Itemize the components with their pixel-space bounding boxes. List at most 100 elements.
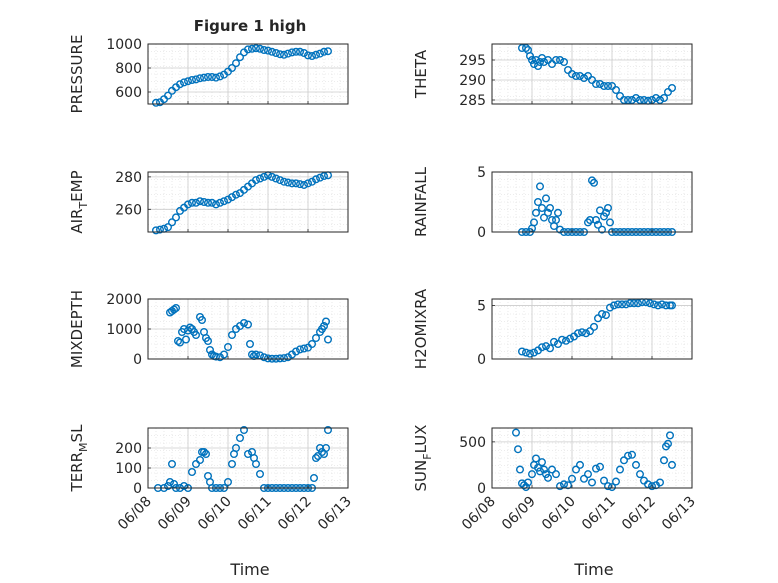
data-point xyxy=(548,465,557,474)
data-point xyxy=(668,301,677,310)
data-point xyxy=(596,79,605,88)
data-point xyxy=(540,58,549,67)
data-point xyxy=(308,52,317,61)
axes-box xyxy=(491,43,693,105)
data-point xyxy=(546,344,555,353)
data-point xyxy=(514,445,523,454)
data-point xyxy=(594,314,603,323)
data-point xyxy=(626,299,635,308)
data-point xyxy=(312,334,321,343)
y-tick-label: 5 xyxy=(477,298,486,314)
data-point xyxy=(215,198,224,207)
data-point xyxy=(308,340,317,349)
data-point xyxy=(191,460,200,469)
data-point xyxy=(522,348,531,357)
data-point xyxy=(556,225,565,234)
x-tick-label: 06/11 xyxy=(235,494,275,534)
data-point xyxy=(652,93,661,102)
data-point xyxy=(594,220,603,229)
y-axis-label: PRESSURE xyxy=(68,35,86,114)
data-point xyxy=(316,49,325,58)
data-point xyxy=(155,225,164,234)
data-point xyxy=(634,299,643,308)
data-point xyxy=(572,465,581,474)
panel-air-temp: 260 280 AIRTEMP xyxy=(68,170,349,235)
y-axis-label: TERRMSL xyxy=(68,424,90,493)
y-axis-label: AIRTEMP xyxy=(68,170,90,233)
data-point xyxy=(598,225,607,234)
data-point xyxy=(612,85,621,94)
data-point xyxy=(211,73,220,82)
data-point xyxy=(292,47,301,56)
data-point xyxy=(654,301,663,310)
data-point xyxy=(223,343,232,352)
data-point xyxy=(256,44,265,53)
data-point xyxy=(608,483,617,492)
data-point xyxy=(260,353,269,362)
data-point xyxy=(544,56,553,65)
data-point xyxy=(260,172,269,181)
data-point xyxy=(243,45,252,54)
data-point xyxy=(518,347,527,356)
data-point xyxy=(280,177,289,186)
data-point xyxy=(324,426,333,435)
data-point xyxy=(199,448,208,457)
data-point xyxy=(175,338,184,347)
data-point xyxy=(532,454,541,463)
data-point xyxy=(602,208,611,217)
data-point xyxy=(251,460,260,469)
data-point xyxy=(227,193,236,202)
data-point xyxy=(582,329,591,338)
data-point xyxy=(300,344,309,353)
data-point xyxy=(247,44,256,53)
data-point xyxy=(600,81,609,90)
data-point xyxy=(536,58,545,67)
data-point xyxy=(205,346,214,355)
data-point xyxy=(552,56,561,65)
panel-sun-flux: 0 500 SUNFLUX 06/08 06/09 06/10 06/11 06/12 06/1… xyxy=(412,425,699,534)
data-point xyxy=(207,350,216,359)
data-point xyxy=(606,218,615,227)
data-point xyxy=(296,47,305,56)
data-point xyxy=(251,176,260,185)
data-point xyxy=(227,331,236,340)
data-point xyxy=(195,456,204,465)
data-point xyxy=(554,208,563,217)
data-point xyxy=(650,300,659,309)
y-tick-label: 100 xyxy=(115,461,142,477)
data-point xyxy=(276,50,285,59)
data-point xyxy=(187,468,196,477)
data-point xyxy=(552,215,561,224)
data-point xyxy=(530,348,539,357)
data-point xyxy=(169,305,178,314)
data-point xyxy=(191,331,200,340)
data-point xyxy=(604,81,613,90)
data-point xyxy=(620,456,629,465)
data-point xyxy=(548,60,557,69)
data-point xyxy=(231,444,240,453)
data-point xyxy=(251,44,260,53)
data-point xyxy=(522,483,531,492)
data-point xyxy=(310,474,319,483)
data-point xyxy=(239,319,248,328)
data-point xyxy=(272,49,281,58)
data-point xyxy=(562,336,571,345)
data-point xyxy=(544,208,553,217)
data-point xyxy=(568,69,577,78)
data-point xyxy=(648,482,657,491)
data-point xyxy=(165,478,174,487)
y-tick-label: 290 xyxy=(459,73,486,89)
y-tick-label: 0 xyxy=(477,352,486,368)
data-point xyxy=(596,462,605,471)
data-point xyxy=(608,81,617,90)
data-point xyxy=(324,47,333,56)
data-point xyxy=(235,434,244,443)
data-point xyxy=(151,226,160,235)
data-point xyxy=(580,474,589,483)
data-point xyxy=(534,62,543,71)
y-tick-label: 0 xyxy=(133,352,142,368)
data-point xyxy=(622,300,631,309)
data-point xyxy=(618,300,627,309)
data-point xyxy=(540,465,549,474)
data-point xyxy=(558,335,567,344)
